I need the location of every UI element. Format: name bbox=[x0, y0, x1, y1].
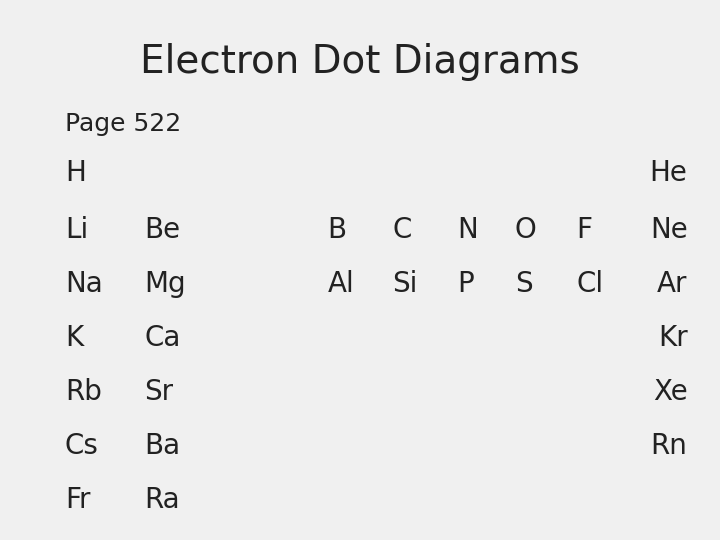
Text: Li: Li bbox=[65, 215, 88, 244]
Text: Rb: Rb bbox=[65, 377, 102, 406]
Text: F: F bbox=[576, 215, 592, 244]
Text: P: P bbox=[457, 269, 474, 298]
Text: C: C bbox=[392, 215, 412, 244]
Text: Ca: Ca bbox=[144, 323, 181, 352]
Text: B: B bbox=[328, 215, 347, 244]
Text: Rn: Rn bbox=[651, 431, 688, 460]
Text: He: He bbox=[649, 159, 688, 187]
Text: Si: Si bbox=[392, 269, 418, 298]
Text: Mg: Mg bbox=[144, 269, 186, 298]
Text: K: K bbox=[65, 323, 83, 352]
Text: Cs: Cs bbox=[65, 431, 99, 460]
Text: Ar: Ar bbox=[657, 269, 688, 298]
Text: Na: Na bbox=[65, 269, 102, 298]
Text: Ba: Ba bbox=[144, 431, 180, 460]
Text: S: S bbox=[515, 269, 532, 298]
Text: Sr: Sr bbox=[144, 377, 173, 406]
Text: Be: Be bbox=[144, 215, 180, 244]
Text: Page 522: Page 522 bbox=[65, 112, 181, 136]
Text: Ra: Ra bbox=[144, 485, 179, 514]
Text: H: H bbox=[65, 159, 86, 187]
Text: Kr: Kr bbox=[658, 323, 688, 352]
Text: Cl: Cl bbox=[576, 269, 603, 298]
Text: Ne: Ne bbox=[650, 215, 688, 244]
Text: O: O bbox=[515, 215, 536, 244]
Text: Al: Al bbox=[328, 269, 354, 298]
Text: Electron Dot Diagrams: Electron Dot Diagrams bbox=[140, 43, 580, 81]
Text: Fr: Fr bbox=[65, 485, 90, 514]
Text: N: N bbox=[457, 215, 478, 244]
Text: Xe: Xe bbox=[653, 377, 688, 406]
